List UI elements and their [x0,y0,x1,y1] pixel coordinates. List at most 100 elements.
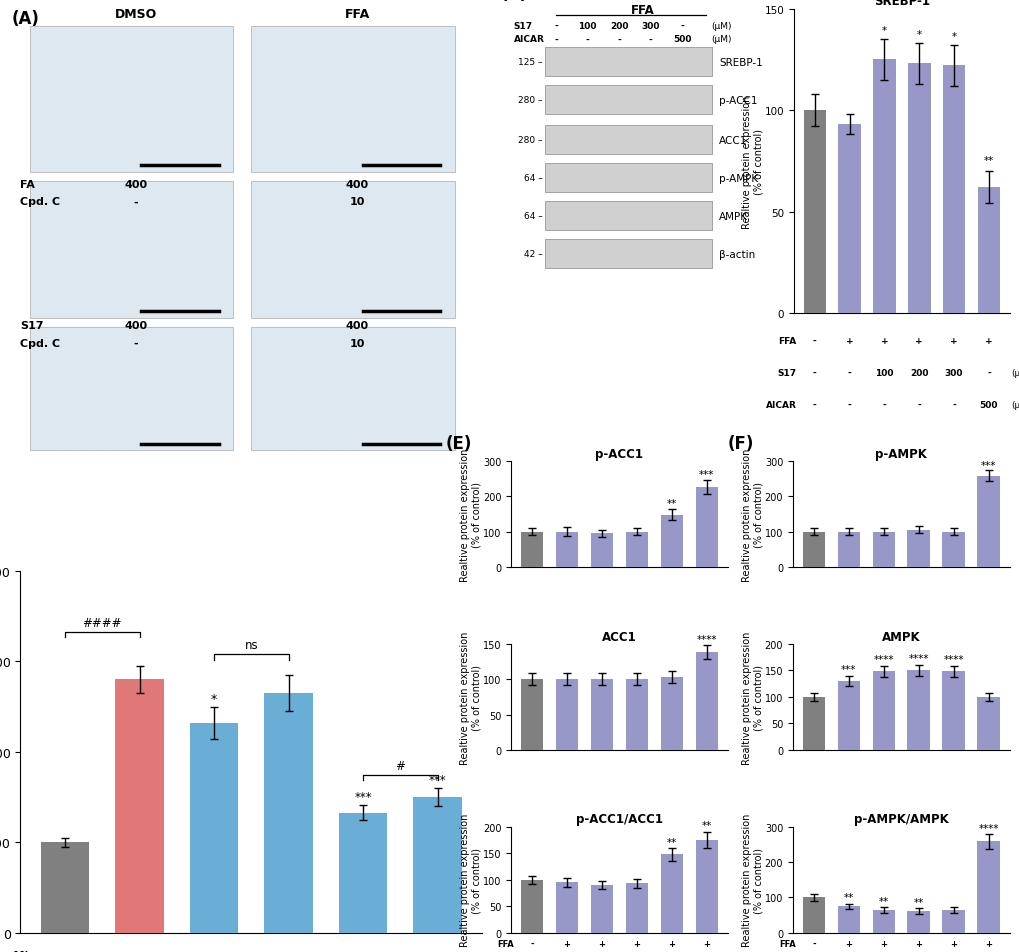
Bar [590,534,612,567]
Text: 300: 300 [944,368,962,378]
Bar [837,906,859,933]
Bar [976,697,1000,750]
FancyBboxPatch shape [251,182,454,318]
Bar [907,530,929,567]
Bar [695,840,717,933]
Bar [837,532,859,567]
Text: *: * [211,692,217,705]
Text: FFA: FFA [631,4,654,17]
Bar [190,724,238,933]
Text: -: - [133,338,138,348]
Text: **: ** [701,821,711,830]
Text: -: - [952,401,955,409]
Text: FFA: FFA [496,939,514,948]
Text: -: - [812,368,816,378]
Text: **: ** [843,892,853,902]
Text: ***: *** [354,791,372,803]
Text: +: + [667,939,675,948]
Text: β-actin: β-actin [718,249,755,260]
FancyBboxPatch shape [251,28,454,173]
Text: FFA: FFA [777,337,796,346]
Bar [976,188,1000,314]
Text: ***: *** [841,664,856,674]
Text: S17: S17 [776,368,796,378]
Text: +: + [879,337,888,346]
Bar [942,67,964,314]
Text: -: - [63,950,67,952]
Text: -: - [811,939,815,948]
Text: +: + [879,939,887,948]
Text: +: + [358,950,367,952]
Text: 400: 400 [124,321,148,330]
Y-axis label: Realtive protein expression
(% of control): Realtive protein expression (% of contro… [460,630,481,764]
Text: 200: 200 [909,368,927,378]
Text: +: + [984,939,991,948]
Bar [695,487,717,567]
Bar [41,843,90,933]
Text: +: + [283,950,292,952]
Text: 500: 500 [673,35,691,45]
Text: **: ** [913,897,923,906]
Text: -: - [648,35,652,45]
Bar [942,532,964,567]
Text: 64 –: 64 – [524,174,542,183]
Text: +: + [845,939,852,948]
Bar [555,883,578,933]
Bar [625,680,648,750]
Text: AICAR: AICAR [765,401,796,409]
Text: ****: **** [977,823,998,833]
Bar [590,885,612,933]
Text: Cpd. C: Cpd. C [20,338,60,348]
Text: -: - [812,337,816,346]
Title: AMPK: AMPK [881,630,920,643]
Text: S17: S17 [514,22,532,30]
Text: **: ** [666,499,677,508]
Bar [520,880,543,933]
Text: +: + [135,950,144,952]
Text: **: ** [878,896,889,905]
Text: +: + [598,939,605,948]
Bar [907,670,929,750]
Text: +: + [633,939,640,948]
Bar [555,532,578,567]
Y-axis label: Realtive protein expression
(% of control): Realtive protein expression (% of contro… [460,447,481,581]
Text: **: ** [666,837,677,847]
Text: +: + [209,950,218,952]
FancyBboxPatch shape [30,182,232,318]
Bar [837,682,859,750]
Text: +: + [845,337,853,346]
Title: p-AMPK: p-AMPK [874,447,926,460]
Text: 10: 10 [350,197,365,207]
Y-axis label: Realtive protein expression
(% of control): Realtive protein expression (% of contro… [741,813,762,946]
Text: ****: **** [696,634,716,644]
Text: #: # [395,759,405,772]
Text: 200: 200 [609,22,628,30]
Text: FA: FA [20,179,36,189]
Text: 500: 500 [978,401,998,409]
Text: (E): (E) [445,435,472,453]
Text: +: + [950,337,957,346]
Text: 300: 300 [641,22,659,30]
Bar [871,671,895,750]
Text: 42 –: 42 – [524,250,542,259]
Text: ***: *** [699,469,714,480]
Bar [338,813,387,933]
FancyBboxPatch shape [30,28,232,173]
Text: ***: *** [428,773,446,786]
Text: 400: 400 [345,321,369,330]
Bar [802,898,824,933]
Title: SREBP-1: SREBP-1 [873,0,929,9]
Text: ****: **** [943,655,963,664]
Text: **: ** [983,156,994,166]
Bar [976,476,1000,567]
Text: -: - [133,197,138,207]
Text: *: * [881,26,887,36]
Text: p-AMPK: p-AMPK [718,173,758,184]
Title: ACC1: ACC1 [601,630,636,643]
Text: AICAR: AICAR [514,35,544,45]
Bar [660,515,683,567]
Text: ns: ns [245,639,258,652]
Bar [802,532,824,567]
Text: (μM): (μM) [711,22,732,30]
Text: +: + [984,337,991,346]
